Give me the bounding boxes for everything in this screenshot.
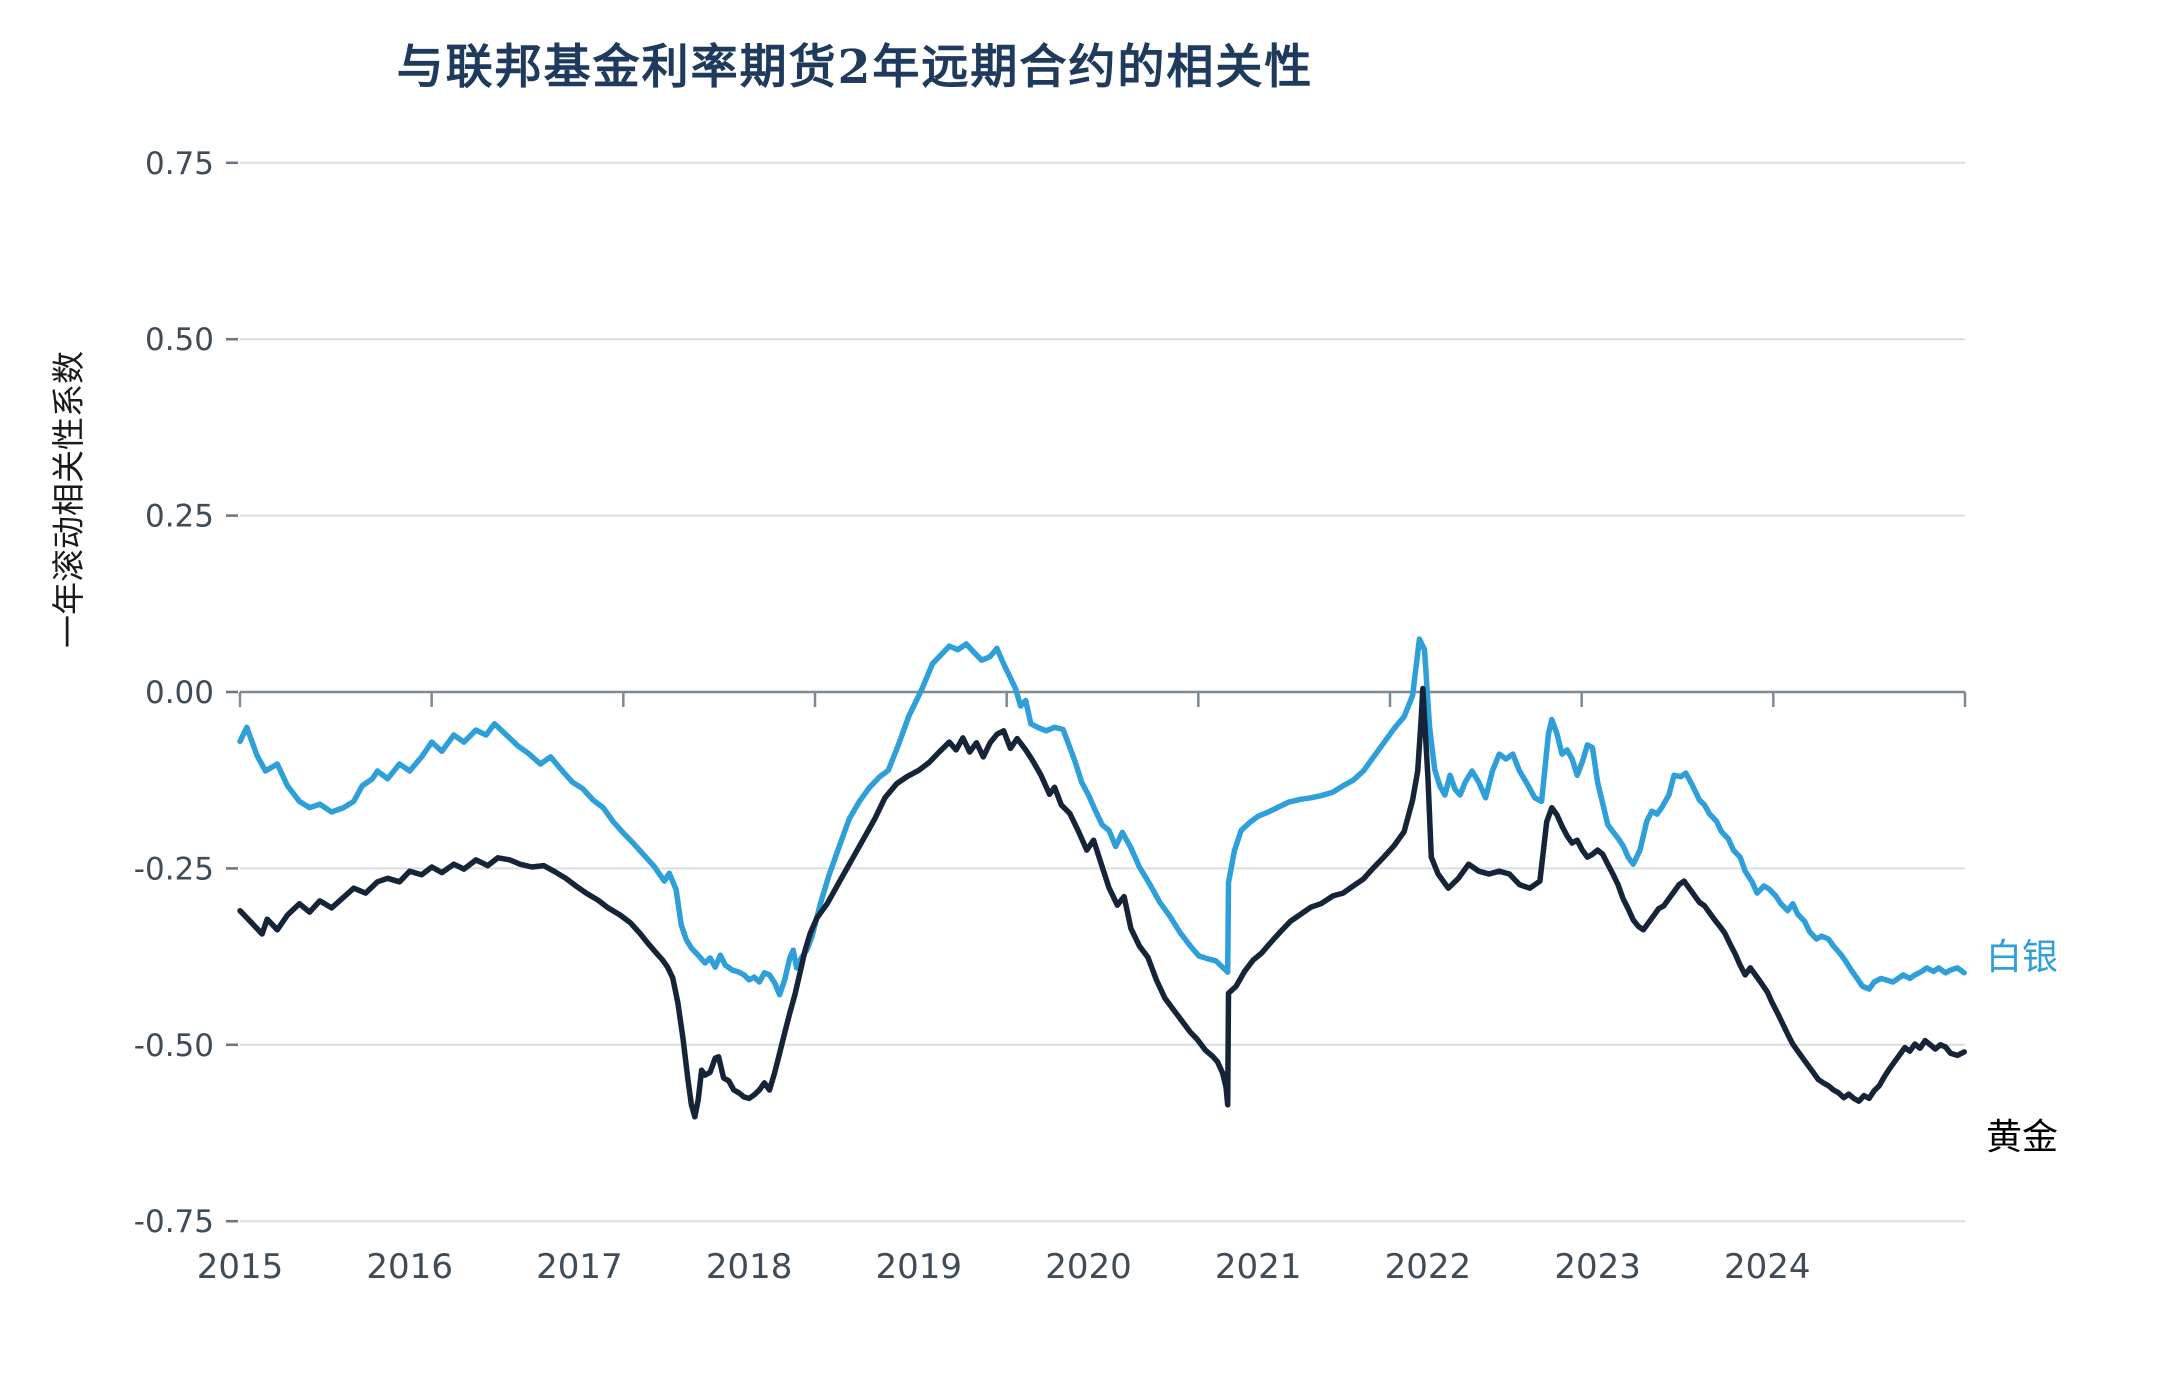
y-tick-label: -0.75 [134,1204,214,1240]
y-tick-label: 0.00 [145,675,214,711]
y-tick-label: 0.25 [145,499,214,535]
y-axis-ticks [226,161,238,1223]
y-axis-tick-labels: 0.75 0.50 0.25 0.00 -0.25 -0.50 -0.75 [134,146,214,1240]
x-tick-label: 2019 [876,1247,963,1287]
silver-line [237,636,1967,998]
x-tick-label: 2021 [1215,1247,1302,1287]
silver-series-label: 白银 [1986,937,2059,978]
x-tick-label: 2020 [1045,1247,1132,1287]
y-tick-label: 0.50 [145,322,214,358]
y-tick-label: -0.25 [134,851,214,887]
x-tick-label: 2015 [197,1247,284,1287]
x-tick-label: 2017 [536,1247,623,1287]
gold-series-label: 黄金 [1986,1117,2059,1158]
x-tick-label: 2018 [706,1247,793,1287]
y-tick-label: -0.50 [134,1028,214,1064]
y-tick-label: 0.75 [145,146,214,182]
gridlines [240,161,1965,1223]
x-tick-label: 2024 [1724,1247,1811,1287]
x-tick-label: 2023 [1554,1247,1641,1287]
x-tick-label: 2016 [366,1247,453,1287]
x-axis-tick-labels: 2015 2016 2017 2018 2019 2020 2021 2022 2023 2024 [197,1247,1811,1287]
gold-line [237,685,1967,1120]
x-axis-ticks [238,692,1967,707]
x-tick-label: 2022 [1385,1247,1472,1287]
data-series [237,636,1967,1120]
chart-title: 与联邦基金利率期货2年远期合约的相关性 [396,40,1314,95]
